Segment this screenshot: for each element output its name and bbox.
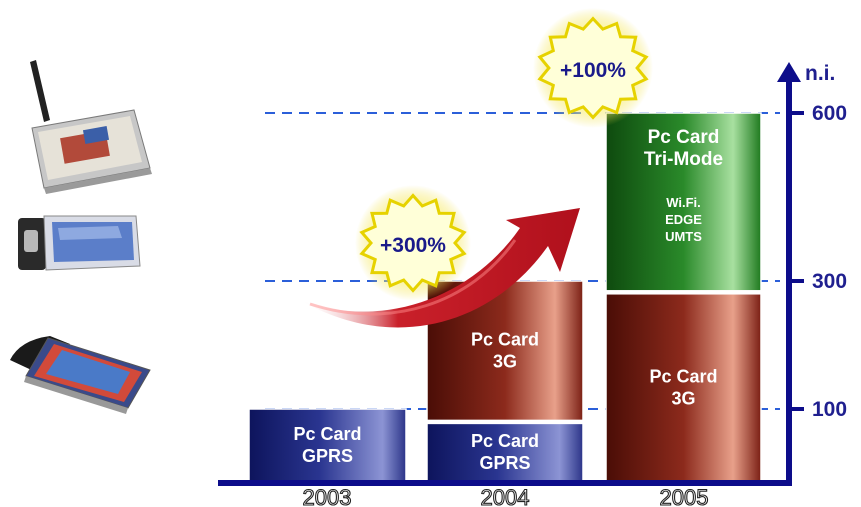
x-tick-label-2003: 2003 (303, 485, 352, 507)
bar-label-2004-0-0: Pc Card (471, 431, 539, 451)
bar-label-2005-1-0: Pc Card (648, 127, 720, 148)
y-axis-arrowhead (777, 62, 801, 82)
bar-label-2005-0-1: 3G (671, 388, 695, 408)
x-tick-label-2004: 2004 (481, 485, 530, 507)
bar-2005-segment-1 (605, 112, 762, 292)
y-unit-label: n.i. (805, 62, 835, 85)
bar-2003-segment-0 (248, 408, 407, 482)
bar-sublabel-2005-0: Wi.Fi. (666, 195, 701, 210)
bar-label-2005-0-0: Pc Card (649, 366, 717, 386)
bar-2004-segment-0 (426, 422, 584, 482)
pc-card-image (18, 215, 141, 271)
y-tick-label-100: 100 (812, 398, 847, 421)
y-tick-label-600: 600 (812, 102, 847, 125)
starburst-300: +300% (355, 185, 471, 301)
bar-label-2004-1-1: 3G (493, 352, 517, 372)
bar-sublabel-2005-2: UMTS (665, 229, 702, 244)
antenna-pc-card-image (30, 60, 152, 194)
bar-2005-segment-0 (605, 293, 762, 482)
bar-label-2005-1-1: Tri-Mode (644, 149, 723, 170)
bar-sublabel-2005-1: EDGE (665, 212, 702, 227)
bar-label-2004-1-0: Pc Card (471, 330, 539, 350)
growth-label-100: +100% (560, 59, 626, 82)
x-tick-label-2005: 2005 (660, 485, 709, 507)
growth-label-300: +300% (380, 234, 446, 257)
bar-label-2003-0-1: GPRS (302, 446, 353, 466)
y-tick-label-300: 300 (812, 270, 847, 293)
growth-arrow (300, 208, 580, 328)
bar-label-2003-0-0: Pc Card (293, 424, 361, 444)
starburst-100: +100% (533, 8, 653, 128)
bar-label-2004-0-1: GPRS (479, 453, 530, 473)
flat-pc-card-image (10, 336, 151, 414)
